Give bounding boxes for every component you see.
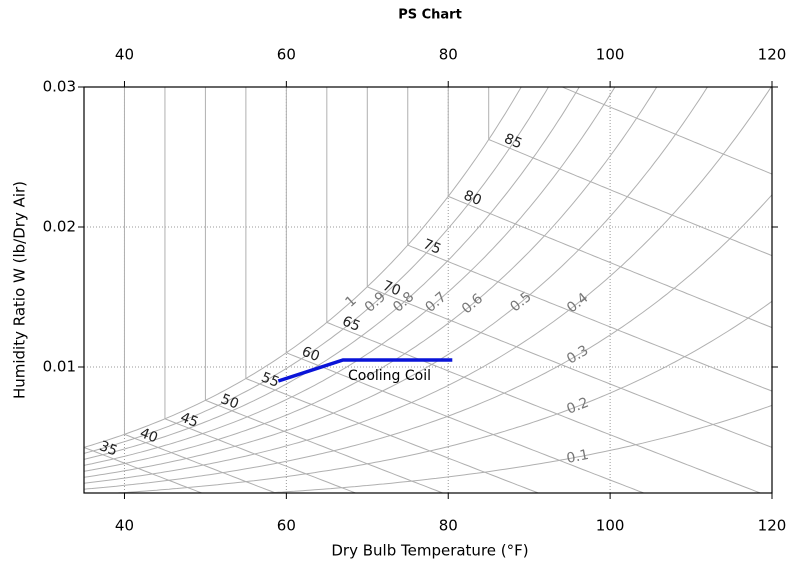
rh-label: 0.2: [564, 395, 591, 418]
wet-bulb-line: [326, 321, 762, 493]
y-tick-label: 0.03: [43, 78, 76, 96]
wet-bulb-label: 60: [299, 344, 321, 365]
wet-bulb-label: 85: [502, 131, 525, 153]
rh-label: 0.1: [565, 447, 590, 467]
wet-bulb-line: [286, 352, 646, 493]
wet-bulb-label: 35: [97, 438, 119, 459]
wet-bulb-label: 65: [340, 313, 363, 334]
wet-bulb-line: [367, 286, 772, 448]
wet-bulb-label: 70: [380, 278, 403, 300]
wet-bulb-line: [407, 244, 772, 392]
rh-curve: [84, 87, 708, 478]
y-tick-label: 0.02: [43, 218, 76, 236]
x-tick-label: 60: [277, 517, 296, 535]
y-tick-label: 0.01: [43, 358, 76, 376]
x-top-tick-label: 60: [277, 46, 296, 64]
rh-curve: [84, 87, 550, 454]
wet-bulb-label: 80: [461, 188, 484, 210]
wet-bulb-label: 50: [218, 391, 240, 412]
x-axis-label: Dry Bulb Temperature (°F): [331, 542, 528, 560]
process-line: [277, 358, 453, 383]
y-axis-label: Humidity Ratio W (lb/Dry Air): [11, 181, 29, 399]
rh-curve: [84, 87, 658, 472]
x-tick-label: 80: [439, 517, 458, 535]
x-top-tick-label: 40: [115, 46, 134, 64]
wet-bulb-label: 40: [138, 425, 160, 446]
rh-curve: [260, 404, 772, 493]
wet-bulb-line: [245, 378, 540, 493]
x-top-tick-label: 120: [758, 46, 787, 64]
x-tick-label: 40: [115, 517, 134, 535]
chart-title: PS Chart: [398, 8, 462, 23]
plot-area: 1 0.9 0.8 0.7 0.6 0.5 0.40.30.20.1354045505560…: [84, 87, 772, 493]
rh-curve: [84, 87, 580, 460]
wet-bulb-line: [124, 433, 277, 493]
wet-bulb-label: 45: [178, 410, 200, 431]
rh-curve: [84, 87, 772, 484]
wet-bulb-label: 75: [421, 236, 444, 258]
rh-curve: [84, 194, 772, 490]
wet-bulb-label: 55: [259, 369, 281, 390]
process-label: Cooling Coil: [348, 368, 431, 384]
wet-bulb-line: [561, 87, 772, 175]
x-top-tick-label: 100: [596, 46, 625, 64]
rh-curve: [84, 87, 522, 448]
wet-bulb-line: [205, 399, 445, 493]
plot-frame: [83, 86, 773, 494]
x-top-tick-label: 80: [439, 46, 458, 64]
x-tick-label: 100: [596, 517, 625, 535]
wet-bulb-line: [448, 195, 772, 329]
wet-bulb-line: [488, 139, 772, 257]
wet-bulb-line: [164, 418, 357, 493]
wet-bulb-line: [84, 446, 204, 493]
rh-curve: [110, 300, 772, 493]
x-tick-label: 120: [758, 517, 787, 535]
rh-curve: [84, 87, 616, 466]
